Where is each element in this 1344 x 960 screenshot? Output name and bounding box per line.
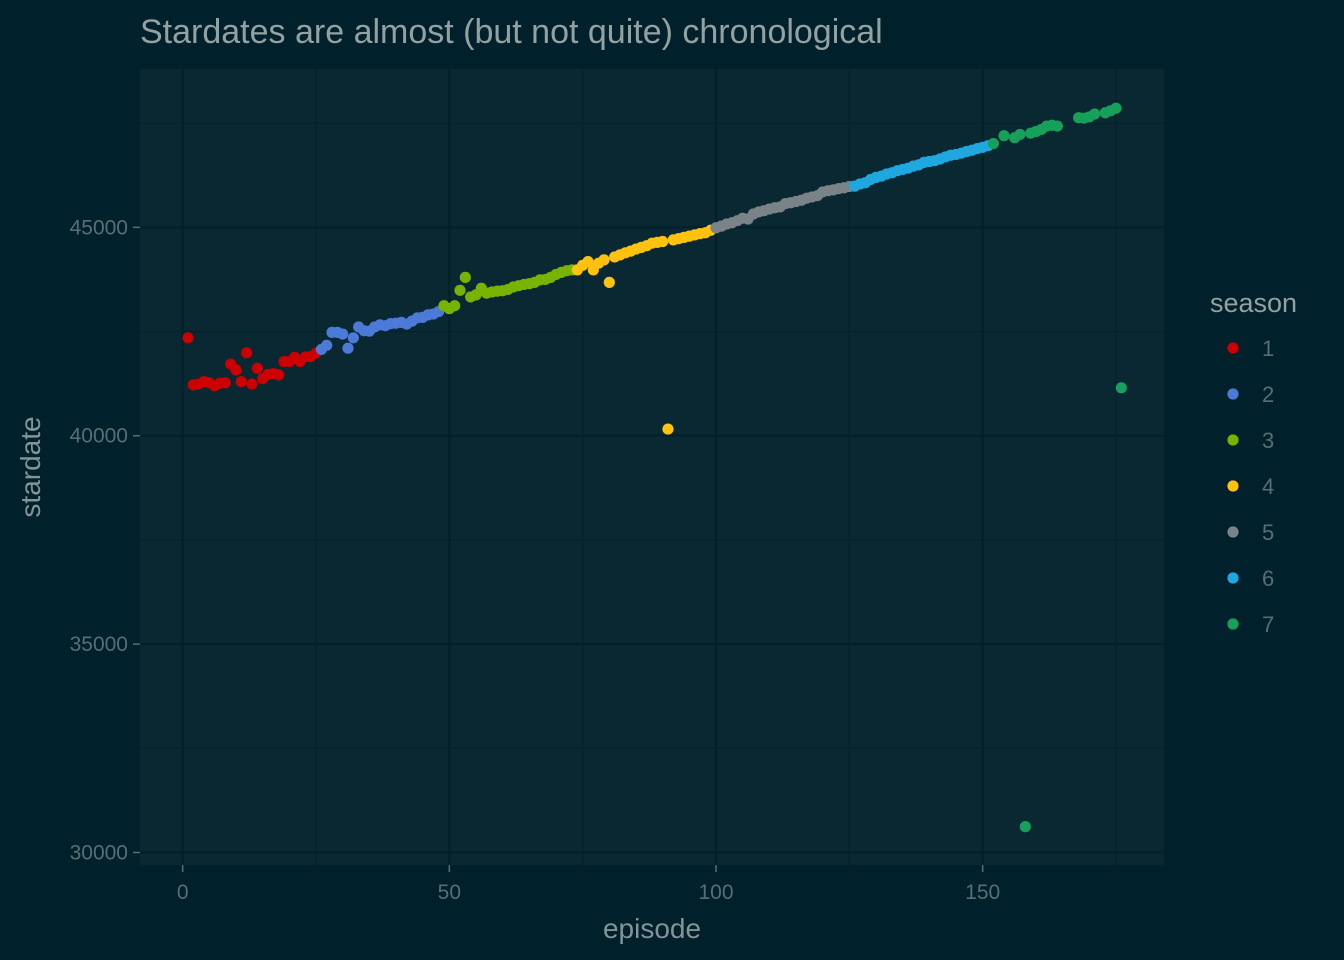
- y-axis-title: stardate: [15, 416, 46, 517]
- legend: season 1 2 3 4 5 6 7: [1210, 288, 1297, 637]
- legend-label-5: 5: [1262, 520, 1274, 545]
- x-tick-label: 0: [177, 881, 189, 904]
- x-axis-title: episode: [603, 913, 701, 944]
- data-point-season-7: [998, 130, 1010, 142]
- data-point-season-7: [1014, 128, 1026, 141]
- data-point-season-1: [251, 362, 263, 374]
- legend-label-3: 3: [1262, 428, 1274, 453]
- data-point-season-1: [219, 377, 231, 389]
- data-point-season-7: [987, 137, 999, 150]
- legend-title: season: [1210, 288, 1297, 318]
- legend-key-7: [1227, 618, 1239, 630]
- data-point-season-3: [454, 284, 466, 296]
- y-tick-label: 40000: [70, 425, 128, 448]
- legend-key-3: [1227, 434, 1239, 446]
- data-point-season-7: [1019, 821, 1031, 833]
- data-point-season-1: [246, 378, 258, 390]
- plot-panel: [140, 69, 1164, 865]
- legend-label-1: 1: [1262, 336, 1274, 361]
- data-point-season-1: [182, 332, 194, 344]
- legend-key-2: [1227, 388, 1239, 400]
- legend-label-6: 6: [1262, 566, 1274, 591]
- legend-key-4: [1227, 480, 1239, 492]
- data-point-season-2: [321, 339, 333, 351]
- data-points: [182, 102, 1127, 833]
- data-point-season-1: [273, 369, 285, 381]
- legend-label-4: 4: [1262, 474, 1274, 499]
- x-tick-label: 100: [698, 881, 733, 904]
- data-point-season-4: [598, 254, 610, 266]
- data-point-season-2: [347, 332, 359, 344]
- major-gridlines: [140, 69, 1164, 865]
- data-point-season-7: [1089, 108, 1101, 120]
- y-tick-label: 45000: [70, 216, 128, 239]
- data-point-season-1: [230, 364, 242, 376]
- legend-label-2: 2: [1262, 382, 1274, 407]
- data-point-season-1: [241, 347, 253, 359]
- legend-key-6: [1227, 572, 1239, 584]
- data-point-season-1: [235, 375, 247, 388]
- legend-key-1: [1227, 342, 1239, 354]
- y-tick-label: 35000: [70, 633, 128, 656]
- data-point-season-4: [662, 423, 674, 435]
- axis-ticks: 0 50 100 150 30000 35000 40000 45000: [70, 216, 1001, 904]
- legend-label-7: 7: [1262, 612, 1274, 637]
- data-point-season-4: [603, 276, 615, 288]
- data-point-season-2: [342, 342, 354, 354]
- data-point-season-7: [1110, 102, 1122, 114]
- data-point-season-3: [449, 300, 461, 312]
- data-point-season-7: [1115, 382, 1127, 394]
- minor-gridlines: [140, 69, 1164, 865]
- chart-title: Stardates are almost (but not quite) chr…: [140, 13, 883, 51]
- x-tick-label: 150: [965, 881, 1000, 904]
- data-point-season-3: [459, 271, 471, 283]
- data-point-season-7: [1051, 120, 1063, 132]
- data-point-season-4: [657, 235, 669, 248]
- legend-key-5: [1227, 526, 1239, 538]
- y-tick-label: 30000: [70, 841, 128, 864]
- x-tick-label: 50: [438, 881, 461, 904]
- data-point-season-2: [337, 328, 349, 340]
- data-point-season-4: [582, 255, 594, 268]
